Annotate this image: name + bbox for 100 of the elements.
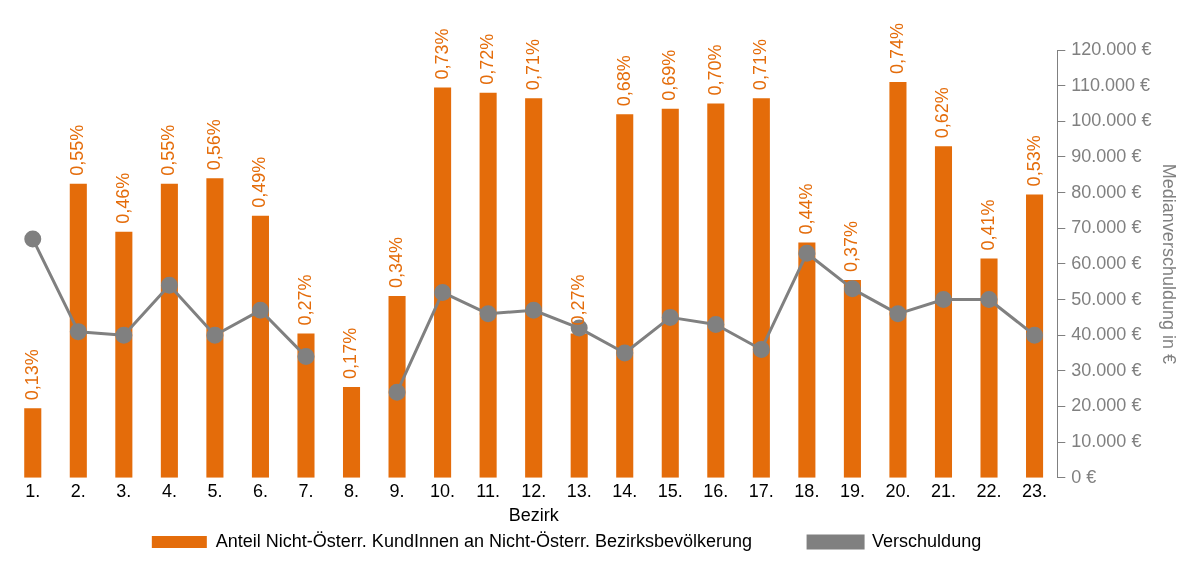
- data-label: 0,71%: [522, 39, 543, 91]
- data-label: 0,70%: [704, 44, 725, 96]
- x-tick-label: 2.: [70, 480, 86, 501]
- data-label: 0,74%: [886, 23, 907, 75]
- bar: [69, 183, 87, 478]
- point: [388, 383, 406, 401]
- data-label: 0,71%: [750, 39, 771, 91]
- y2-tick-label: 80.000 €: [1071, 181, 1142, 202]
- x-tick-label: 22.: [976, 480, 1002, 501]
- bar: [115, 231, 133, 478]
- y2-tick-label: 100.000 €: [1071, 110, 1152, 131]
- x-tick-label: 12.: [521, 480, 547, 501]
- x-tick-label: 14.: [612, 480, 638, 501]
- data-label: 0,69%: [659, 49, 680, 101]
- data-label: 0,27%: [568, 274, 589, 326]
- bar: [388, 295, 406, 478]
- x-axis-title: Bezirk: [508, 505, 560, 526]
- data-label: 0,46%: [112, 172, 133, 224]
- bar: [297, 333, 315, 478]
- y2-tick-label: 70.000 €: [1071, 217, 1142, 238]
- data-label: 0,55%: [158, 124, 179, 176]
- point: [251, 301, 269, 319]
- y2-tick-label: 20.000 €: [1071, 395, 1142, 416]
- data-label: 0,72%: [477, 33, 498, 85]
- legend-label: Verschuldung: [872, 530, 1032, 551]
- point: [934, 291, 952, 309]
- bar: [434, 87, 452, 478]
- data-label: 0,49%: [249, 156, 270, 208]
- bar: [24, 408, 42, 478]
- bar: [889, 82, 907, 478]
- bar: [934, 146, 953, 478]
- y2-tick-label: 120.000 €: [1071, 38, 1152, 59]
- y2-tick-label: 90.000 €: [1071, 145, 1142, 166]
- point: [525, 301, 543, 319]
- point: [707, 316, 725, 334]
- x-tick-label: 9.: [389, 480, 405, 501]
- x-tick-label: 11.: [476, 480, 500, 501]
- bar: [752, 98, 770, 478]
- bar: [160, 183, 178, 478]
- x-tick-label: 21.: [930, 480, 956, 501]
- bar: [707, 103, 725, 478]
- x-tick-label: 8.: [344, 480, 360, 501]
- point: [434, 283, 452, 301]
- x-tick-label: 17.: [748, 480, 774, 501]
- point: [115, 326, 133, 344]
- x-tick-label: 4.: [161, 480, 177, 501]
- point: [297, 348, 315, 366]
- point: [206, 326, 224, 344]
- bar: [661, 108, 679, 478]
- point: [616, 344, 634, 362]
- point: [479, 305, 497, 323]
- legend-label: Anteil Nicht-Österr. KundInnen an Nicht-Österr. Bezirksbevölkerung: [215, 530, 803, 551]
- data-label: 0,41%: [977, 199, 998, 251]
- point: [752, 340, 770, 358]
- x-tick-label: 7.: [298, 480, 314, 501]
- bar: [798, 242, 816, 478]
- point: [889, 305, 907, 323]
- x-tick-label: 16.: [703, 480, 729, 501]
- y2-tick-label: 40.000 €: [1071, 324, 1142, 345]
- bar: [843, 279, 861, 478]
- x-tick-label: 10.: [430, 480, 456, 501]
- point: [24, 230, 42, 248]
- data-label: 0,34%: [386, 236, 407, 288]
- point: [980, 291, 998, 309]
- x-tick-label: 23.: [1022, 480, 1048, 501]
- y2-tick-label: 10.000 €: [1071, 431, 1142, 452]
- data-label: 0,27%: [294, 274, 315, 326]
- data-label: 0,73%: [431, 28, 452, 80]
- point: [1026, 326, 1044, 344]
- x-tick-label: 18.: [794, 480, 820, 501]
- x-tick-label: 20.: [885, 480, 911, 501]
- bar: [980, 258, 998, 478]
- point: [69, 323, 87, 341]
- bar: [616, 114, 634, 478]
- bar: [1026, 194, 1044, 478]
- x-tick-label: 13.: [566, 480, 592, 501]
- data-label: 0,53%: [1023, 135, 1044, 187]
- data-label: 0,37%: [841, 220, 862, 272]
- bar: [570, 333, 588, 478]
- data-label: 0,56%: [203, 119, 224, 171]
- y2-tick-label: 30.000 €: [1071, 359, 1142, 380]
- y2-tick-label: 110.000 €: [1071, 74, 1151, 95]
- data-label: 0,68%: [613, 55, 634, 107]
- x-tick-label: 6.: [252, 480, 268, 501]
- y2-tick-label: 60.000 €: [1071, 252, 1142, 273]
- x-tick-label: 5.: [207, 480, 223, 501]
- y2-axis-title: Medianverschuldung in €: [1159, 163, 1180, 364]
- x-tick-label: 15.: [657, 480, 683, 501]
- x-tick-label: 1.: [25, 480, 41, 501]
- x-tick-label: 3.: [116, 480, 132, 501]
- data-label: 0,55%: [67, 124, 88, 176]
- bar: [251, 215, 269, 478]
- bar: [206, 178, 224, 478]
- y2-tick-label: 0 €: [1071, 466, 1097, 487]
- y2-tick-label: 50.000 €: [1071, 288, 1142, 309]
- bar: [525, 98, 543, 478]
- data-label: 0,13%: [21, 349, 42, 401]
- point: [661, 308, 679, 326]
- point: [160, 276, 178, 294]
- bar: [479, 92, 497, 478]
